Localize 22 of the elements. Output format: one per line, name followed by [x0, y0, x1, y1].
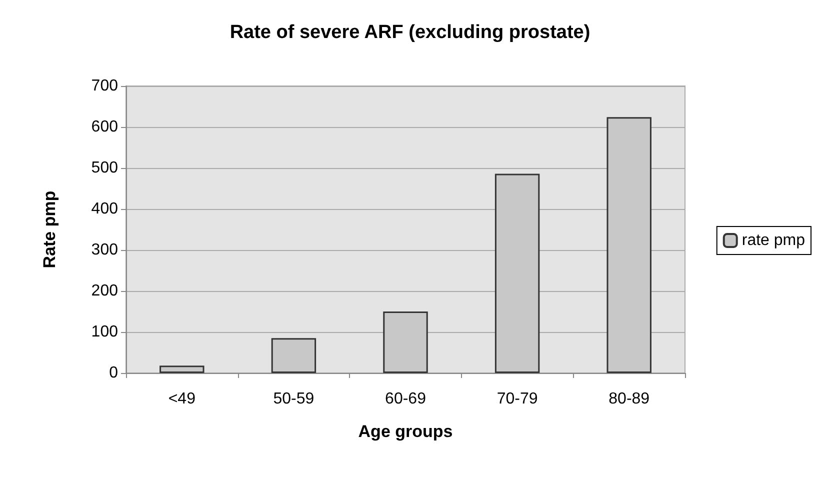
y-tick-label: 700 [91, 78, 118, 94]
legend-label: rate pmp [742, 232, 806, 249]
bar [383, 312, 428, 373]
y-tick-label: 100 [91, 324, 118, 340]
y-tick-label: 400 [91, 200, 118, 218]
x-tick-label: 70-79 [496, 390, 538, 408]
x-tick-label: 60-69 [385, 390, 426, 408]
y-axis-title: Rate pmp [40, 190, 59, 268]
x-tick-label: <49 [168, 390, 196, 408]
y-tick-label: 500 [91, 160, 118, 176]
x-tick-label: 80-89 [608, 390, 650, 408]
bar [606, 117, 652, 373]
y-tick-label: 600 [91, 118, 118, 136]
x-tick-label: 50-59 [273, 390, 314, 408]
y-tick-label: 0 [109, 364, 118, 382]
bar [494, 174, 540, 373]
bar [160, 366, 204, 373]
x-axis-title: Age groups [358, 422, 453, 441]
y-tick-label: 200 [91, 282, 118, 300]
y-tick-label: 300 [91, 242, 118, 258]
bar [271, 338, 316, 373]
chart-title: Rate of severe ARF (excluding prostate) [230, 22, 590, 43]
